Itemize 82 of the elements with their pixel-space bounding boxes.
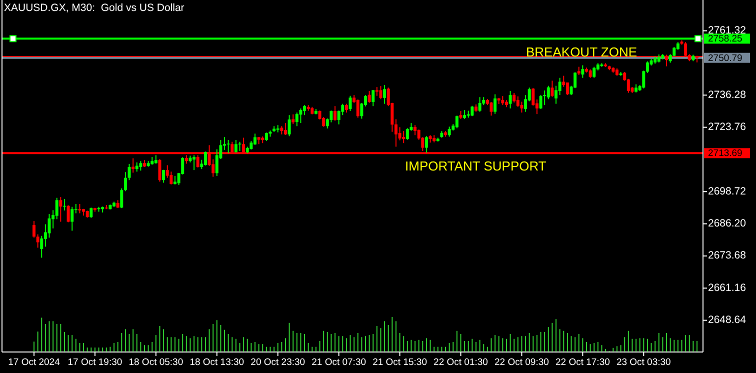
candlestick (295, 112, 298, 127)
annotation: BREAKOUT ZONE (526, 44, 638, 60)
candlestick (303, 104, 306, 116)
candlestick (592, 66, 596, 78)
candlestick (90, 207, 93, 218)
candlestick (558, 77, 562, 96)
candlestick (372, 89, 375, 107)
chart-title: XAUUSD.GX, M30: Gold vs US Dollar (4, 2, 185, 14)
x-tick-label: 18 Oct 05:30 (128, 357, 184, 368)
candlestick (539, 94, 542, 110)
candlestick (455, 115, 458, 129)
candlestick (543, 90, 546, 106)
candlestick (494, 94, 497, 114)
candlestick (284, 122, 287, 136)
candlestick (334, 106, 337, 122)
candlestick (554, 85, 558, 104)
y-tick-label: 2648.64 (708, 314, 746, 326)
y-tick-label: 2736.28 (708, 88, 746, 101)
candlestick (292, 114, 295, 125)
x-tick-label: 17 Oct 19:30 (68, 357, 122, 368)
candlestick (356, 98, 360, 118)
candlestick (546, 85, 550, 100)
candlestick (470, 105, 474, 117)
candlestick (32, 220, 36, 238)
candlestick (139, 160, 142, 172)
candlestick (368, 90, 371, 104)
y-tick-label: 2698.72 (708, 185, 746, 198)
x-tick-label: 22 Oct 17:30 (555, 357, 610, 368)
candlestick (36, 234, 40, 248)
x-tick-label: 21 Oct 15:30 (372, 357, 427, 368)
candlestick (478, 96, 482, 112)
candlestick (128, 163, 131, 181)
candlestick (383, 84, 386, 104)
candlestick (379, 86, 382, 100)
y-tick-label: 2723.76 (708, 121, 746, 134)
candlestick (192, 154, 196, 171)
candlestick (234, 140, 238, 154)
y-tick-label: 2673.68 (708, 250, 746, 262)
candlestick (508, 90, 512, 109)
x-tick-label: 20 Oct 23:30 (250, 357, 306, 368)
candlestick (414, 124, 417, 136)
candlestick (40, 235, 44, 258)
ref-line-label: 2713.69 (708, 148, 742, 160)
candlestick (238, 141, 242, 152)
candlestick (135, 162, 138, 172)
candlestick (158, 158, 162, 182)
candlestick (120, 188, 124, 209)
x-tick-label: 21 Oct 07:30 (312, 357, 366, 368)
annotation: IMPORTANT SUPPORT (405, 158, 546, 174)
candlestick (566, 82, 569, 96)
candlestick (532, 88, 535, 106)
y-tick-label: 2686.20 (708, 218, 746, 230)
candlestick (59, 196, 62, 222)
candlestick (581, 64, 584, 78)
candlestick (424, 136, 428, 154)
candlestick (402, 130, 406, 144)
x-tick-label: 22 Oct 01:30 (434, 357, 488, 368)
candlestick (226, 140, 230, 154)
x-tick-label: 23 Oct 03:30 (616, 357, 671, 368)
candlestick (348, 95, 352, 112)
y-tick-label: 2661.16 (708, 282, 746, 294)
ref-line-label: 2758.25 (708, 34, 742, 45)
candlestick (124, 172, 127, 192)
candlestick (448, 126, 451, 138)
x-tick-label: 18 Oct 13:30 (190, 357, 244, 368)
x-tick-label: 17 Oct 2024 (8, 357, 60, 368)
candlestick (204, 151, 207, 166)
candlestick (162, 169, 166, 184)
candlestick (490, 102, 493, 116)
ref-line-label: 2750.79 (708, 52, 742, 64)
candlestick (55, 197, 58, 220)
candlestick (288, 114, 291, 137)
candlestick (78, 204, 82, 214)
candlestick (512, 92, 516, 104)
candlestick (70, 206, 74, 232)
candlestick (394, 118, 398, 148)
candlestick (254, 133, 256, 146)
candlestick (550, 80, 554, 98)
candlestick (299, 108, 302, 124)
candlestick (398, 126, 402, 141)
x-tick-label: 22 Oct 09:30 (494, 357, 549, 368)
candlestick (66, 204, 70, 223)
